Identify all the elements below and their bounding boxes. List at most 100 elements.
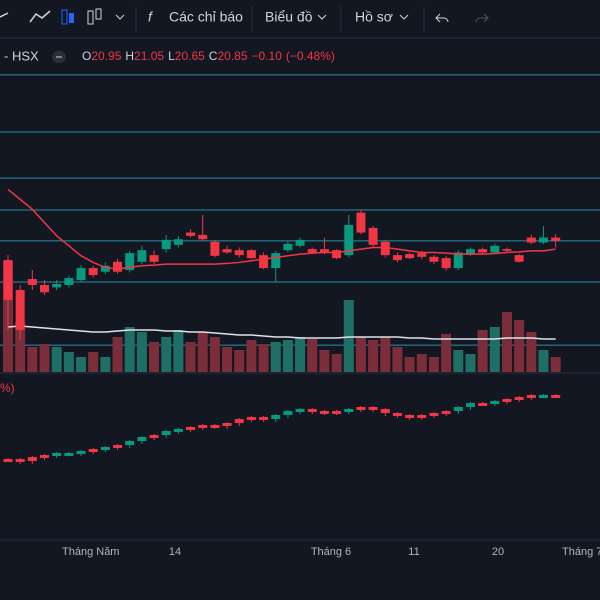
undo[interactable] (435, 13, 449, 23)
lower-candle (538, 395, 548, 398)
legend-high-label: H (125, 49, 134, 63)
candle (392, 252, 402, 263)
volume-bar (380, 337, 391, 372)
volume-bar (295, 337, 306, 372)
volume-bar (88, 352, 99, 372)
lower-candle (392, 413, 402, 416)
candle (514, 254, 524, 263)
volume-bar (234, 350, 245, 372)
lower-candle (356, 407, 366, 410)
candle-body (125, 253, 135, 271)
candle (368, 225, 378, 248)
candle-body (259, 255, 269, 269)
lower-candle (405, 415, 415, 418)
lower-candle (113, 445, 123, 448)
volume-bar (185, 342, 196, 372)
line-chart-icon[interactable] (29, 10, 51, 23)
lower-candle (198, 425, 208, 428)
fx-icon[interactable]: f (148, 9, 154, 25)
profile-button[interactable]: Hồ sơ (355, 9, 393, 25)
candle (113, 259, 123, 275)
candle-body (100, 265, 110, 272)
lower-candle (246, 417, 256, 420)
candle (149, 250, 159, 265)
lower-candle (514, 397, 524, 400)
lower-candle (417, 415, 427, 418)
candle (3, 255, 13, 330)
candle (186, 229, 196, 238)
candle-body (295, 239, 305, 246)
candle-body (173, 239, 183, 245)
lower-candle (441, 411, 451, 414)
candle-body (137, 250, 147, 262)
volume-bar (270, 342, 281, 372)
candle-body (478, 249, 488, 253)
lower-candle (27, 457, 37, 461)
volume-bar (246, 340, 257, 372)
candle-body (15, 289, 25, 330)
lower-candle (368, 407, 378, 410)
volume-bar (282, 340, 293, 372)
x-label: Tháng Năm (62, 546, 119, 558)
dropdown[interactable] (115, 14, 125, 20)
candle (271, 250, 281, 282)
lower-candle (149, 435, 159, 438)
volume-bar (514, 320, 525, 372)
volume-bar (465, 354, 476, 372)
x-label: Tháng 7 (562, 546, 600, 558)
lower-candle (64, 453, 74, 456)
volume-bar (27, 347, 38, 372)
volume-bar (136, 332, 147, 372)
lower-candle (100, 447, 110, 450)
candle-body (465, 249, 475, 255)
candle-body (417, 253, 427, 257)
dropdown[interactable] (399, 14, 409, 20)
lower-candle (429, 413, 439, 416)
candle-body (52, 284, 62, 288)
volume-bar (39, 344, 50, 372)
candle (15, 285, 25, 341)
lower-candle (271, 415, 281, 419)
lower-candle (40, 455, 50, 458)
volume-bar (209, 337, 220, 372)
volume-bar (161, 337, 172, 372)
legend-change: −0.10 (252, 49, 283, 63)
chart-button[interactable]: Biểu đồ (265, 9, 313, 25)
candle (125, 250, 135, 273)
candle (283, 240, 293, 253)
volume-bar (428, 357, 439, 372)
dropdown[interactable] (317, 14, 327, 20)
lower-candle (332, 411, 342, 414)
lower-candle (319, 411, 329, 414)
candle-body (551, 237, 561, 241)
bar-icon[interactable] (87, 8, 102, 25)
volume-bar (149, 342, 160, 372)
candle (295, 237, 305, 248)
lower-pane-label: %) (0, 381, 15, 395)
candle (441, 255, 451, 271)
lower-candle (526, 395, 536, 398)
lower-candle (222, 423, 232, 426)
indicators-button[interactable]: Các chỉ báo (169, 9, 243, 25)
volume-bar (51, 347, 62, 372)
lower-candle (161, 431, 171, 435)
candle (173, 235, 183, 248)
candle-body (502, 249, 512, 251)
candle (88, 265, 98, 278)
icon[interactable] (0, 12, 9, 18)
candle (137, 245, 147, 265)
candle (332, 249, 342, 260)
lower-candle (234, 419, 244, 423)
candle-body (149, 255, 159, 262)
volume-bar (258, 344, 269, 372)
lower-candle (283, 411, 293, 415)
volume-bar (538, 350, 549, 372)
volume-bar (331, 354, 342, 372)
lower-candle (52, 453, 62, 456)
candle-icon[interactable] (61, 9, 74, 25)
redo[interactable] (475, 13, 489, 23)
candle (356, 209, 366, 235)
lower-candle (137, 437, 147, 441)
candle (502, 247, 512, 253)
